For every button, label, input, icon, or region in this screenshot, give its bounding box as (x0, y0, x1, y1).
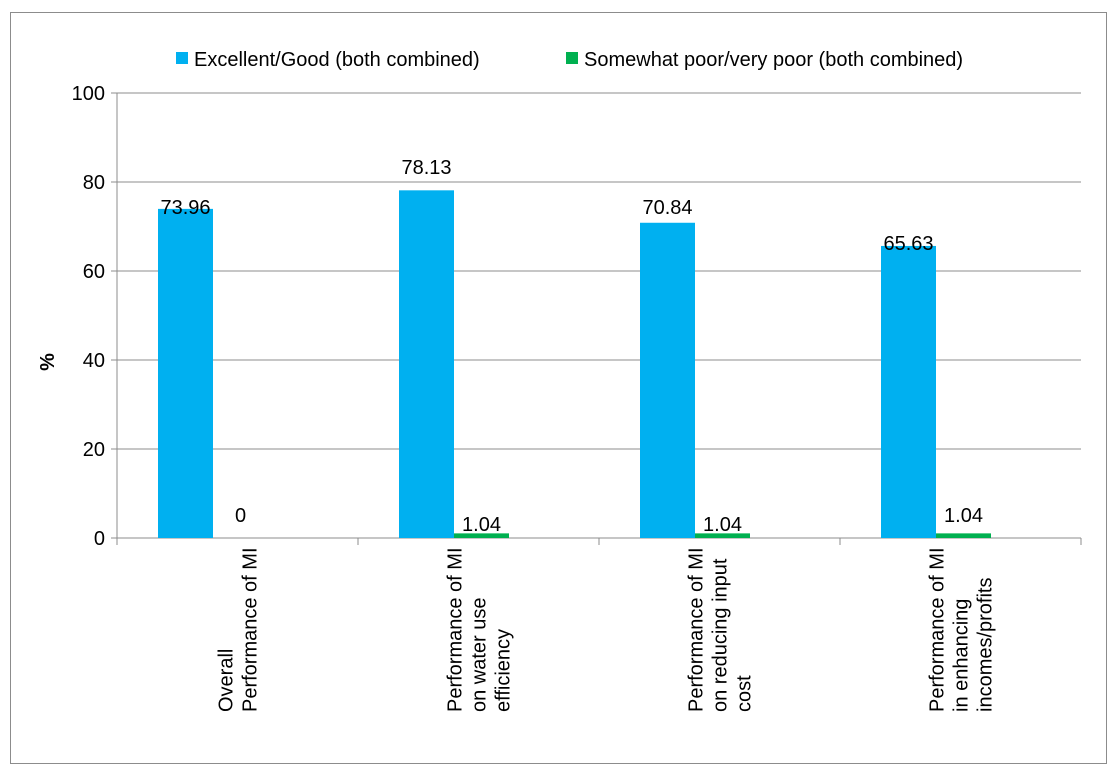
legend-swatch (176, 52, 188, 64)
data-label-excellent-good: 65.63 (883, 233, 933, 255)
legend-item: Excellent/Good (both combined) (176, 49, 480, 71)
bar-excellent-good (640, 222, 695, 538)
y-tick-label: 40 (83, 350, 105, 372)
category-label: Performance of MI on water use efficiency (445, 547, 515, 712)
y-tick-label: 100 (72, 83, 105, 105)
y-tick-label: 80 (83, 172, 105, 194)
category-label-line: Performance of MI (686, 547, 708, 712)
category-label: Performance of MI on reducing input cost (686, 547, 756, 712)
axes: 0 20 40 60 80 100 (72, 83, 1082, 550)
data-label-excellent-good: 78.13 (401, 157, 451, 179)
category-label-line: in enhancing (951, 599, 973, 712)
data-label-somewhat-poor: 1.04 (944, 505, 983, 527)
category-label-line: Overall (216, 649, 238, 712)
category-label-line: efficiency (493, 629, 515, 712)
data-label-somewhat-poor: 1.04 (462, 514, 501, 536)
data-labels: 73.96 78.13 70.84 65.63 0 1.04 1.04 1.04 (160, 157, 983, 536)
y-axis-title: % (37, 353, 59, 371)
data-label-excellent-good: 70.84 (642, 197, 692, 219)
y-tick-label: 60 (83, 261, 105, 283)
category-labels: Overall Performance of MI Performance of M… (216, 547, 997, 712)
category-label-line: Performance of MI (240, 547, 262, 712)
bar-excellent-good (399, 190, 454, 538)
category-label-line: Performance of MI (927, 547, 949, 712)
category-label-line: on reducing input (710, 558, 732, 712)
y-tick-label: 20 (83, 439, 105, 461)
bar-excellent-good (158, 208, 213, 539)
legend: Excellent/Good (both combined) Somewhat p… (176, 49, 963, 71)
category-label: Overall Performance of MI (216, 547, 262, 712)
bar-somewhat-poor (936, 533, 991, 538)
category-label: Performance of MI in enhancing incomes/pro… (927, 547, 997, 712)
bar-somewhat-poor (695, 533, 750, 538)
legend-label: Excellent/Good (both combined) (194, 49, 480, 71)
y-tick-label: 0 (94, 528, 105, 550)
legend-label: Somewhat poor/very poor (both combined) (584, 49, 963, 71)
category-label-line: cost (734, 675, 756, 712)
bar-somewhat-poor (454, 533, 509, 538)
bars (158, 190, 991, 539)
data-label-somewhat-poor: 1.04 (703, 514, 742, 536)
category-label-line: Performance of MI (445, 547, 467, 712)
data-label-excellent-good: 73.96 (160, 197, 210, 219)
category-label-line: on water use (469, 597, 491, 712)
legend-item: Somewhat poor/very poor (both combined) (566, 49, 963, 71)
legend-swatch (566, 52, 578, 64)
category-label-line: incomes/profits (975, 578, 997, 713)
bar-excellent-good (881, 245, 936, 538)
gridlines (117, 92, 1081, 539)
data-label-somewhat-poor: 0 (235, 505, 246, 527)
